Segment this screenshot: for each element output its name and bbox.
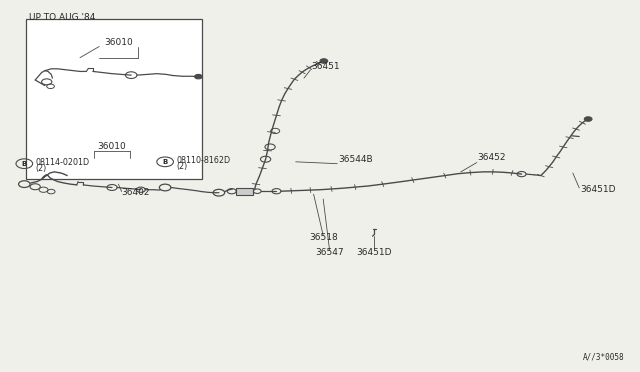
Text: 36452: 36452	[477, 153, 506, 162]
Bar	[26, 19, 202, 179]
Text: A//3*0058: A//3*0058	[582, 353, 624, 362]
Text: 08110-8162D: 08110-8162D	[177, 156, 231, 165]
Circle shape	[320, 59, 328, 63]
Circle shape	[195, 74, 202, 79]
Circle shape	[584, 117, 592, 121]
Text: 36451: 36451	[312, 62, 340, 71]
Text: B: B	[163, 159, 168, 165]
Text: 36010: 36010	[104, 38, 132, 46]
Text: 36402: 36402	[122, 188, 150, 197]
Text: 36451D: 36451D	[356, 248, 392, 257]
Text: (2): (2)	[177, 162, 188, 171]
Bar	[236, 188, 253, 195]
Text: B: B	[22, 161, 27, 167]
Text: 36547: 36547	[316, 248, 344, 257]
Text: 36010: 36010	[98, 142, 126, 151]
Text: 36451D: 36451D	[580, 185, 615, 193]
Text: 36544B: 36544B	[338, 155, 372, 164]
Text: 08114-0201D: 08114-0201D	[36, 158, 90, 167]
Text: UP TO AUG.'84: UP TO AUG.'84	[29, 13, 95, 22]
Text: (2): (2)	[36, 164, 47, 173]
Text: 36518: 36518	[309, 233, 337, 242]
